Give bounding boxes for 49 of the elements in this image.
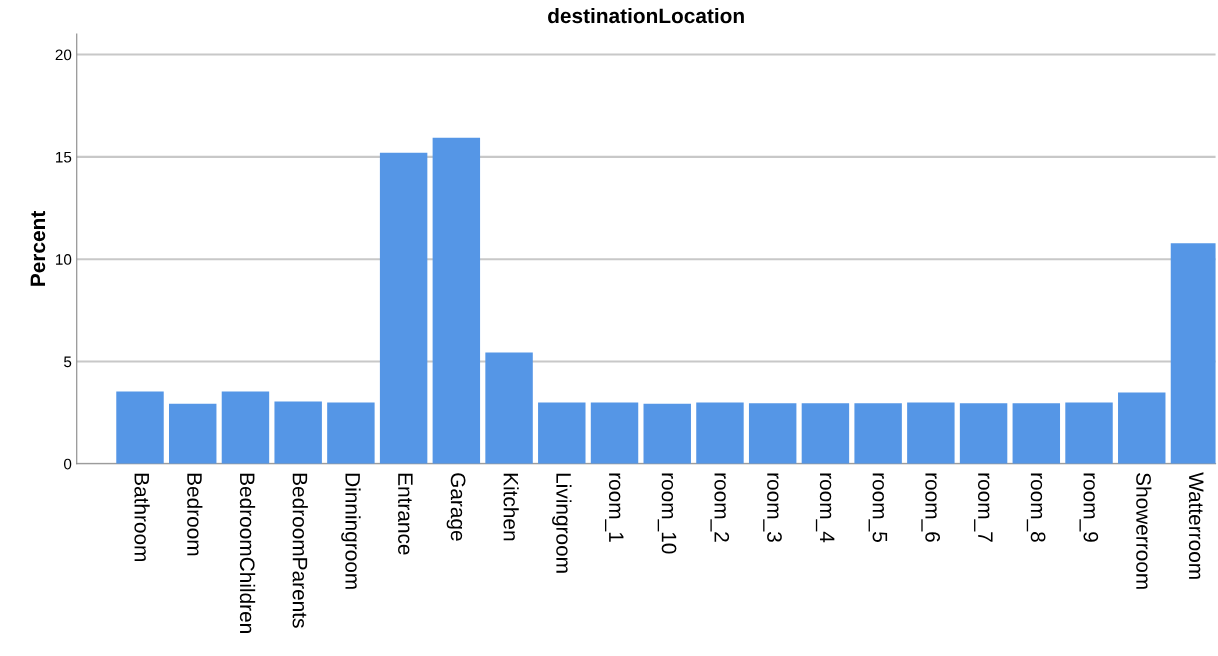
- y-tick-label: 10: [56, 254, 72, 265]
- bar: [538, 402, 586, 464]
- y-tick-label: 0: [63, 458, 72, 470]
- x-tick-label: room_10: [657, 473, 677, 554]
- bar: [379, 152, 428, 464]
- x-tick-label: room_7: [974, 473, 993, 542]
- bar: [1170, 243, 1216, 464]
- bar: [801, 403, 850, 464]
- x-tick-label: Garage: [446, 473, 466, 541]
- x-tick-label: room_5: [868, 473, 888, 542]
- x-tick-label: room_8: [1026, 473, 1046, 542]
- x-tick-label: Bathroom: [134, 473, 150, 562]
- x-tick-label: room_4: [815, 473, 835, 543]
- bar: [907, 402, 955, 464]
- x-tick-label: Kitchen: [503, 473, 519, 541]
- x-tick-label: room_9: [1079, 473, 1099, 542]
- y-tick-label: 20: [55, 49, 72, 61]
- bar: [854, 403, 902, 464]
- bar: [1118, 392, 1166, 464]
- x-tick-label: room_6: [921, 473, 941, 542]
- bar: [221, 391, 270, 464]
- y-axis-title: Percent: [30, 210, 46, 286]
- bar: [748, 403, 797, 464]
- x-tick-label: Entrance: [398, 473, 413, 555]
- bar: [1065, 402, 1113, 464]
- x-tick-label: Showerroom: [1136, 473, 1152, 589]
- bar: [696, 402, 744, 464]
- bar: [327, 402, 375, 464]
- bar: [432, 137, 481, 464]
- bar: [169, 403, 217, 464]
- y-tick-label: 5: [63, 356, 72, 368]
- x-tick-label: BedroomChildren: [239, 473, 256, 633]
- bar: [643, 403, 691, 464]
- x-tick-label: Bedroom: [187, 473, 203, 556]
- y-tick-label: 15: [56, 151, 72, 163]
- x-tick-label: room_3: [763, 473, 782, 542]
- x-tick-label: room_2: [710, 473, 730, 542]
- x-tick-label: BedroomParents: [292, 473, 308, 628]
- x-tick-label: Dinningroom: [341, 473, 361, 589]
- bar: [274, 401, 322, 464]
- chart-title: destinationLocation: [548, 7, 744, 24]
- x-tick-label: Livingroom: [552, 473, 572, 573]
- bar: [1012, 403, 1061, 464]
- bar: [959, 403, 1008, 464]
- x-tick-label: room_1: [604, 473, 624, 542]
- bar: [485, 352, 533, 464]
- bar: [116, 391, 164, 464]
- x-tick-label: Watterroom: [1188, 472, 1204, 579]
- bar: [590, 402, 639, 464]
